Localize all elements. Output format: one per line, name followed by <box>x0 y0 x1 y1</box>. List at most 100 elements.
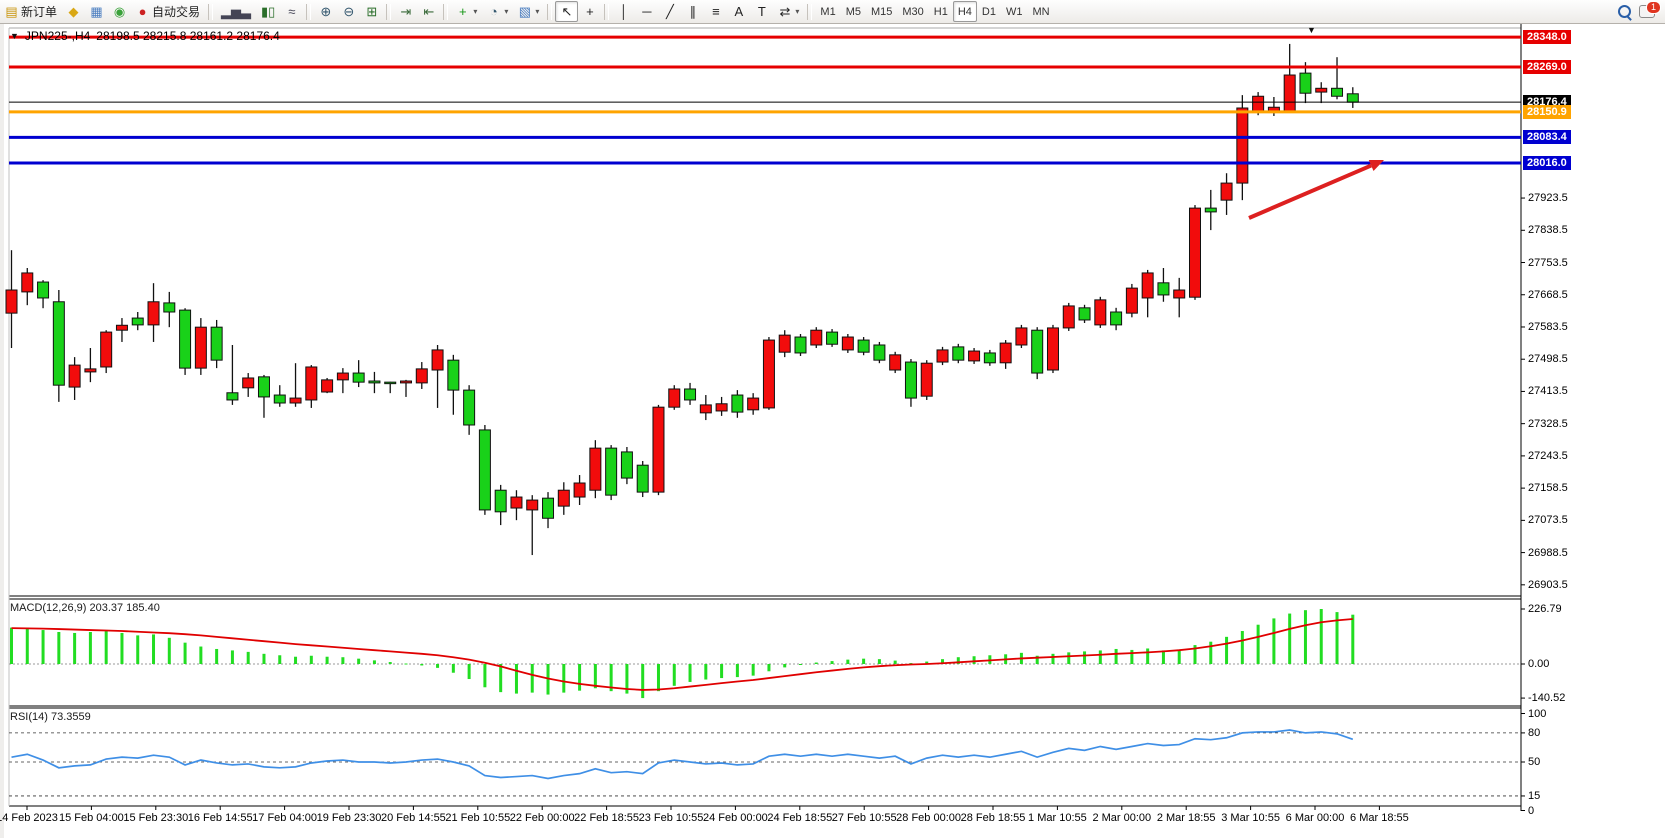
time-axis-label[interactable]: 20 Feb 14:55 <box>380 812 446 824</box>
templates-button[interactable]: ▧ ▾ <box>513 1 544 22</box>
bull-candle <box>1173 289 1186 299</box>
macd-histogram-bar <box>183 642 187 664</box>
zoom-out-button[interactable]: ⊖ <box>337 1 360 22</box>
zoom-in-button[interactable]: ⊕ <box>314 1 337 22</box>
timeframe-button-m1[interactable]: M1 <box>815 1 840 22</box>
macd-histogram-bar <box>704 664 708 680</box>
timeframe-button-w1[interactable]: W1 <box>1001 1 1028 22</box>
line-chart-button[interactable]: ≈ <box>280 1 303 22</box>
time-axis-label[interactable]: 14 Feb 2023 <box>0 812 58 824</box>
macd-histogram-bar <box>41 630 45 664</box>
time-axis-label[interactable]: 17 Feb 04:00 <box>252 812 318 824</box>
time-axis-label[interactable]: 22 Feb 00:00 <box>509 812 575 824</box>
auto-scroll-button[interactable]: ⇥ <box>394 1 417 22</box>
macd-histogram-bar <box>499 664 503 693</box>
time-axis-label[interactable]: 16 Feb 14:55 <box>187 812 253 824</box>
macd-histogram-bar <box>483 664 487 688</box>
navigator-icon: ◉ <box>113 4 126 19</box>
trendline-button[interactable]: ╱ <box>658 1 681 22</box>
time-axis-label[interactable]: 27 Feb 10:55 <box>831 812 897 824</box>
text-button[interactable]: A <box>727 1 750 22</box>
periods-button[interactable]: ◔ ▾ <box>482 1 513 22</box>
bear-candle <box>542 497 555 519</box>
time-axis-label[interactable]: 1 Mar 10:55 <box>1028 812 1087 824</box>
bull-candle <box>889 354 902 371</box>
line-chart-icon: ≈ <box>288 4 296 19</box>
bear-candle <box>1078 307 1091 321</box>
cursor-button[interactable]: ↖ <box>555 1 579 22</box>
chat-icon[interactable]: 1 <box>1639 1 1661 18</box>
timeframe-button-h1[interactable]: H1 <box>929 1 953 22</box>
time-axis-label[interactable]: 24 Feb 18:55 <box>767 812 833 824</box>
macd-histogram-bar <box>814 662 818 664</box>
timeframe-button-d1[interactable]: D1 <box>977 1 1001 22</box>
macd-histogram-bar <box>372 660 376 664</box>
price-badge: 28269.0 <box>1523 60 1571 75</box>
time-axis-label[interactable]: 22 Feb 18:55 <box>574 812 640 824</box>
new-order-button[interactable]: ▤ 新订单 <box>0 1 62 22</box>
navigator-button[interactable]: ◉ <box>108 1 131 22</box>
bar-chart-button[interactable]: ▂▅▃ <box>216 1 256 22</box>
vertical-line-button[interactable]: │ <box>612 1 635 22</box>
tile-windows-button[interactable]: ⊞ <box>360 1 383 22</box>
time-axis-label[interactable]: 15 Feb 04:00 <box>58 812 124 824</box>
bear-candle <box>494 489 507 513</box>
data-window-button[interactable]: ▦ <box>85 1 108 22</box>
notification-badge: 1 <box>1646 1 1661 14</box>
time-axis-label[interactable]: 2 Mar 00:00 <box>1092 812 1152 824</box>
timeframe-button-h4[interactable]: H4 <box>952 1 977 22</box>
autotrading-icon: ● <box>138 4 147 19</box>
crosshair-button[interactable]: + <box>578 1 601 22</box>
bull-candle <box>1046 327 1059 371</box>
rsi-axis-label: 15 <box>1528 789 1541 802</box>
macd-histogram-bar <box>799 664 802 665</box>
time-axis-label[interactable]: 28 Feb 18:55 <box>960 812 1026 824</box>
bear-candle <box>257 376 270 398</box>
timeframe-button-m5[interactable]: M5 <box>841 1 866 22</box>
time-axis-label[interactable]: 15 Feb 23:30 <box>123 812 189 824</box>
time-axis-label[interactable]: 3 Mar 10:55 <box>1221 812 1280 824</box>
trend-arrow-line[interactable] <box>1248 163 1372 220</box>
timeframe-button-mn[interactable]: MN <box>1027 1 1054 22</box>
price-axis-label: 27328.5 <box>1528 417 1568 430</box>
candlestick-chart-button[interactable]: ▮▯ <box>256 1 280 22</box>
auto-scroll-icon: ⇥ <box>400 4 412 19</box>
text-label-button[interactable]: T <box>750 1 773 22</box>
one-click-trading-arrow[interactable]: ▼ <box>10 31 19 41</box>
macd-histogram-bar <box>751 664 755 676</box>
macd-axis-label: -140.52 <box>1528 692 1566 705</box>
search-icon[interactable] <box>1618 5 1631 18</box>
bull-candle <box>68 364 81 388</box>
time-axis-label[interactable]: 21 Feb 10:55 <box>445 812 511 824</box>
macd-histogram-bar <box>388 662 392 664</box>
trend-arrow-head[interactable] <box>1368 160 1384 172</box>
time-axis-label[interactable]: 28 Feb 00:00 <box>896 812 962 824</box>
market-watch-button[interactable]: ◆ <box>62 1 85 22</box>
time-axis-label[interactable]: 6 Mar 18:55 <box>1350 812 1409 824</box>
macd-histogram-bar <box>136 635 140 664</box>
indicators-button[interactable]: + ▾ <box>451 1 482 22</box>
chart-shift-button[interactable]: ⇤ <box>417 1 440 22</box>
macd-histogram-bar <box>404 663 408 665</box>
timeframe-button-m30[interactable]: M30 <box>897 1 928 22</box>
time-axis-label[interactable]: 6 Mar 00:00 <box>1285 812 1345 824</box>
time-axis-label[interactable]: 24 Feb 00:00 <box>702 812 768 824</box>
text-icon: A <box>734 4 744 19</box>
chart-shift-marker-icon[interactable]: ▼ <box>1307 25 1316 35</box>
candlestick-chart-icon: ▮▯ <box>261 4 276 19</box>
arrows-button[interactable]: ⇄ ▾ <box>773 1 804 22</box>
new-order-icon: ▤ <box>5 4 18 19</box>
fibonacci-button[interactable]: ≡ <box>704 1 727 22</box>
autotrading-button[interactable]: ● 自动交易 <box>131 1 205 22</box>
timeframe-button-m15[interactable]: M15 <box>866 1 897 22</box>
time-axis-label[interactable]: 19 Feb 23:30 <box>316 812 382 824</box>
bull-candle <box>1220 182 1233 201</box>
horizontal-line-button[interactable]: ─ <box>635 1 658 22</box>
time-axis-label[interactable]: 2 Mar 18:55 <box>1156 812 1216 824</box>
macd-histogram-bar <box>1114 648 1118 664</box>
time-axis-label[interactable]: 23 Feb 10:55 <box>638 812 704 824</box>
macd-histogram-bar <box>862 658 866 664</box>
indicators-icon: + <box>459 4 467 19</box>
equidistant-channel-button[interactable]: ∥ <box>681 1 704 22</box>
bull-candle <box>305 366 318 401</box>
